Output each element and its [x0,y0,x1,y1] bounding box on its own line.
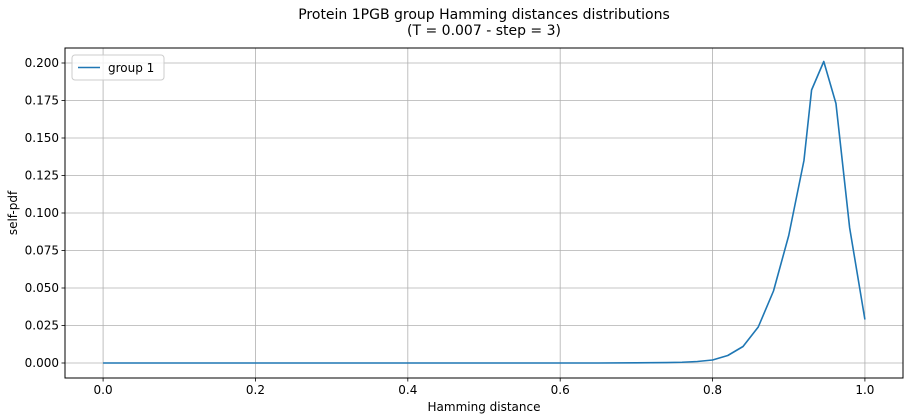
legend: group 1 [71,54,165,81]
x-tick-label: 0.4 [398,383,417,397]
x-tick-label: 0.2 [246,383,265,397]
y-tick-label: 0.100 [25,206,59,220]
plot-frame [64,47,904,379]
y-tick-label: 0.150 [25,131,59,145]
axis-ticks: 0.0 0.2 0.4 0.6 0.8 1.0 0.000 0.025 0.050 0.075 0.… [25,56,875,397]
series-line-group-1 [103,60,866,364]
x-axis-label: Hamming distance [428,400,541,414]
y-tick-label: 0.175 [25,94,59,108]
legend-label-group-1: group 1 [108,61,154,75]
y-tick-label: 0.200 [25,56,59,70]
y-tick-label: 0.000 [25,356,59,370]
chart-subtitle: (T = 0.007 - step = 3) [407,23,561,39]
y-tick-label: 0.025 [25,319,59,333]
x-tick-label: 0.8 [703,383,722,397]
legend-box [71,54,165,81]
series-lines [103,60,866,364]
x-tick-label: 0.6 [551,383,570,397]
chart-title: Protein 1PGB group Hamming distances dis… [298,7,670,23]
y-tick-label: 0.125 [25,169,59,183]
x-tick-label: 1.0 [855,383,874,397]
y-tick-label: 0.050 [25,281,59,295]
y-axis-label: self-pdf [6,190,20,235]
y-tick-label: 0.075 [25,244,59,258]
x-tick-label: 0.0 [94,383,113,397]
grid-lines [65,48,903,378]
